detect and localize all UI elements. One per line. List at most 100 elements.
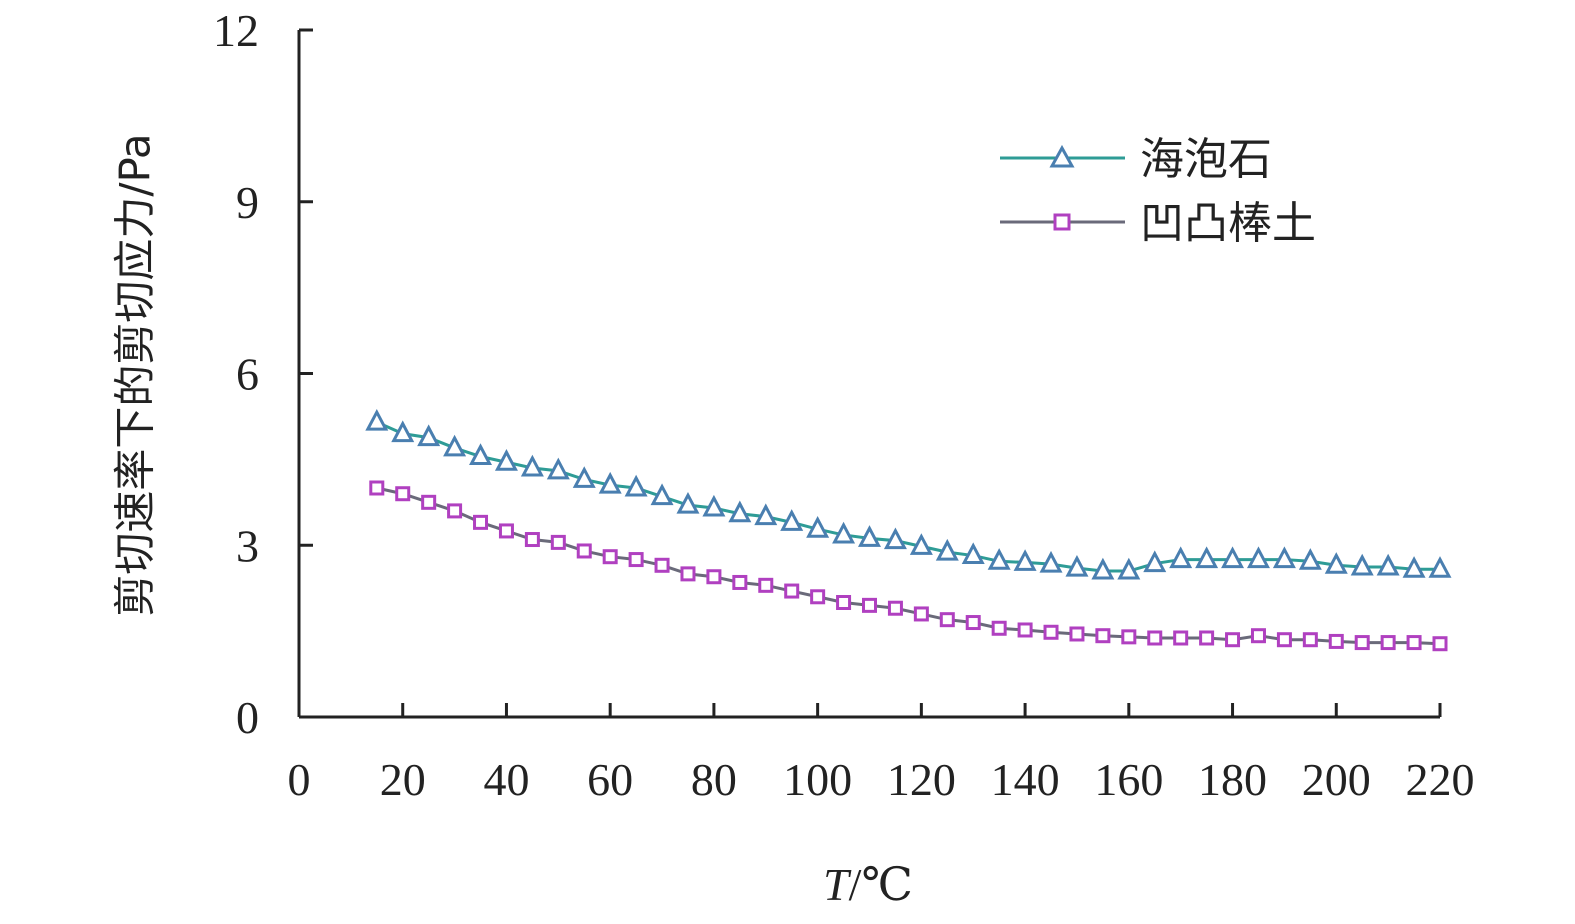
data-point-triangle xyxy=(832,521,856,544)
data-point-square xyxy=(1043,624,1059,640)
data-point-square xyxy=(758,577,774,593)
data-point-triangle xyxy=(909,533,933,555)
data-point-triangle xyxy=(728,500,752,523)
x-axis-ticks: 0 20 40 60 80 100 120 140 160 180 200 220 xyxy=(288,703,1475,805)
data-point-triangle xyxy=(961,542,985,565)
x-tick-label: 80 xyxy=(691,754,737,805)
data-point-triangle xyxy=(1143,550,1167,573)
data-point-square xyxy=(473,514,489,530)
data-point-square xyxy=(1406,635,1422,651)
data-point-square xyxy=(1380,635,1396,651)
data-point-triangle xyxy=(469,443,493,466)
data-point-square xyxy=(1095,628,1111,644)
y-axis-ticks: 0 3 6 9 12 xyxy=(213,5,313,743)
data-point-square xyxy=(1276,632,1292,648)
data-point-square xyxy=(654,557,670,573)
series-layer xyxy=(365,408,1452,652)
data-point-triangle xyxy=(624,474,648,497)
series-line xyxy=(376,420,1440,573)
x-tick-label: 140 xyxy=(991,754,1060,805)
data-point-triangle xyxy=(858,525,881,547)
data-point-square xyxy=(706,569,722,585)
y-tick-label: 9 xyxy=(236,177,259,228)
y-tick-label: 12 xyxy=(213,5,259,56)
data-point-square xyxy=(1173,630,1189,646)
data-point-triangle xyxy=(1013,549,1037,571)
data-point-square xyxy=(1121,629,1137,645)
x-tick-label: 120 xyxy=(887,754,956,805)
legend-marker-square-icon xyxy=(1053,213,1071,231)
data-point-square xyxy=(1250,628,1266,644)
legend: 海泡石 凹凸棒土 xyxy=(1000,134,1316,249)
data-point-square xyxy=(1225,632,1241,648)
data-point-triangle xyxy=(754,503,778,526)
legend-marker-triangle-icon xyxy=(1049,144,1075,168)
data-point-triangle xyxy=(987,548,1011,570)
data-point-square xyxy=(628,552,644,568)
data-point-square xyxy=(576,543,592,559)
data-point-square xyxy=(732,574,748,590)
data-point-square xyxy=(447,503,463,519)
y-tick-label: 3 xyxy=(236,520,259,571)
x-tick-label: 20 xyxy=(380,754,426,805)
data-point-square xyxy=(1354,635,1370,651)
data-point-triangle xyxy=(1091,557,1115,580)
series-attapulgite xyxy=(369,480,1448,652)
data-point-square xyxy=(784,583,800,599)
data-point-square xyxy=(1199,630,1215,646)
data-point-square xyxy=(550,534,566,550)
data-point-triangle xyxy=(1324,552,1348,574)
x-tick-label: 40 xyxy=(483,754,529,805)
y-tick-label: 0 xyxy=(236,692,259,743)
data-point-triangle xyxy=(546,457,570,480)
data-point-square xyxy=(1328,633,1344,649)
data-point-square xyxy=(421,494,437,510)
data-point-square xyxy=(1069,626,1085,642)
data-point-triangle xyxy=(1376,553,1400,576)
data-point-triangle xyxy=(702,494,726,517)
data-point-square xyxy=(965,615,981,631)
x-tick-label: 60 xyxy=(587,754,633,805)
data-point-square xyxy=(369,480,385,496)
data-point-square xyxy=(913,606,929,622)
data-point-square xyxy=(1147,630,1163,646)
data-point-triangle xyxy=(1350,553,1374,576)
data-point-square xyxy=(862,597,877,613)
x-axis-title-unit: /℃ xyxy=(849,859,913,910)
legend-label-sepiolite: 海泡石 xyxy=(1140,134,1272,185)
data-point-triangle xyxy=(883,527,907,550)
data-point-square xyxy=(836,595,852,610)
data-point-square xyxy=(524,532,540,548)
legend-item-attapulgite: 凹凸棒土 xyxy=(1000,198,1316,249)
data-point-square xyxy=(1432,636,1448,652)
data-point-triangle xyxy=(391,420,415,443)
data-point-triangle xyxy=(1117,557,1141,580)
data-point-triangle xyxy=(1169,546,1193,569)
data-point-triangle xyxy=(365,408,389,431)
data-point-triangle xyxy=(1272,546,1296,569)
plot-area: 0 3 6 9 12 0 20 40 60 80 100 120 140 160 180 200 220 xyxy=(213,5,1475,805)
y-axis-title-text: 剪切速率下的剪切应力/Pa xyxy=(111,133,160,616)
y-tick-label: 6 xyxy=(236,349,259,400)
data-point-square xyxy=(991,620,1007,636)
data-point-square xyxy=(1017,622,1033,638)
data-point-triangle xyxy=(1195,546,1219,569)
data-point-triangle xyxy=(806,516,830,538)
series-sepiolite xyxy=(365,408,1452,580)
x-tick-label: 0 xyxy=(288,754,311,805)
data-point-triangle xyxy=(650,483,674,506)
data-point-triangle xyxy=(780,509,804,531)
x-tick-label: 200 xyxy=(1302,754,1371,805)
data-point-square xyxy=(810,589,826,605)
data-point-triangle xyxy=(1428,556,1452,578)
legend-item-sepiolite: 海泡石 xyxy=(1000,134,1272,185)
data-point-triangle xyxy=(520,454,544,477)
y-axis-title: 剪切速率下的剪切应力/Pa xyxy=(111,133,160,616)
data-point-square xyxy=(602,549,618,565)
data-point-square xyxy=(887,600,903,616)
x-tick-label: 180 xyxy=(1198,754,1267,805)
data-point-triangle xyxy=(1402,556,1426,578)
data-point-square xyxy=(1302,632,1318,648)
data-point-triangle xyxy=(1065,554,1089,577)
